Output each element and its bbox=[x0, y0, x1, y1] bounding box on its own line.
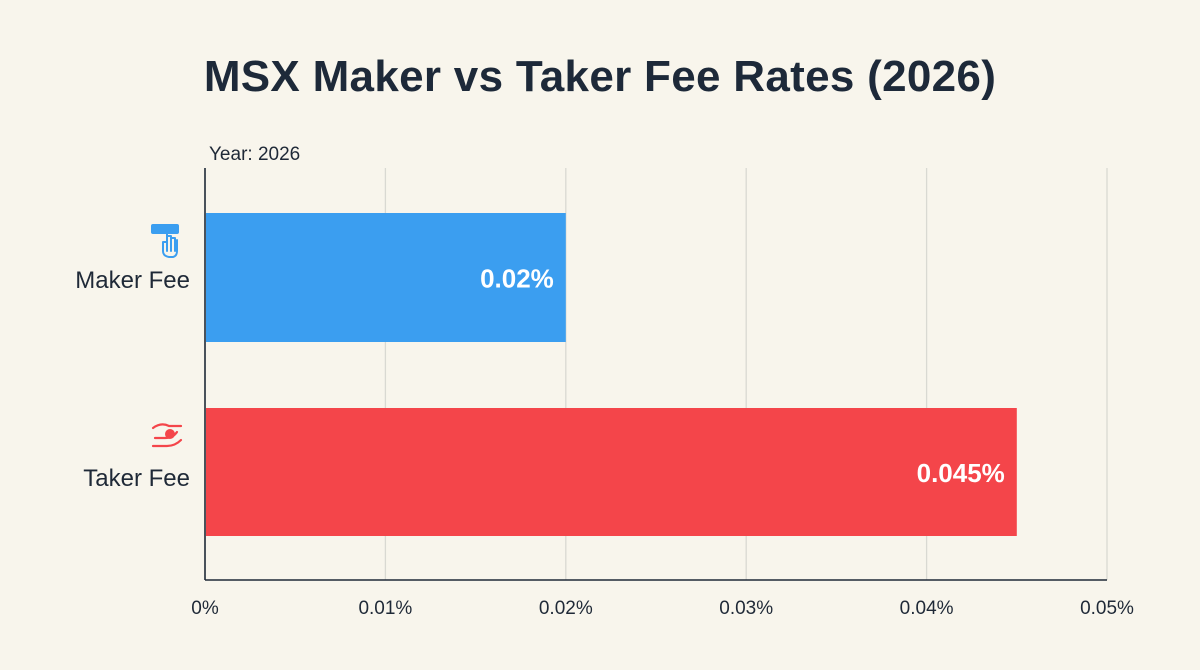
chart-title: MSX Maker vs Taker Fee Rates (2026) bbox=[203, 52, 997, 101]
axes bbox=[204, 168, 1107, 581]
x-axis-ticks: 0% 0.01% 0.02% 0.03% 0.04% 0.05% bbox=[191, 598, 1134, 619]
bar-taker-fee bbox=[206, 408, 1017, 536]
category-labels: Maker Fee Taker Fee bbox=[75, 267, 190, 492]
category-label-taker-fee: Taker Fee bbox=[83, 465, 190, 492]
x-tick-label: 0.05% bbox=[1080, 598, 1134, 619]
chart-subtitle: Year: 2026 bbox=[209, 144, 300, 165]
x-tick-label: 0.01% bbox=[358, 598, 412, 619]
x-tick-label: 0% bbox=[191, 598, 219, 619]
category-label-maker-fee: Maker Fee bbox=[75, 267, 190, 294]
bars: 0.02% 0.045% bbox=[206, 213, 1017, 536]
hand-pointer-icon bbox=[151, 224, 179, 258]
handshake-icon bbox=[151, 423, 183, 448]
x-tick-label: 0.03% bbox=[719, 598, 773, 619]
x-tick-label: 0.02% bbox=[539, 598, 593, 619]
x-tick-label: 0.04% bbox=[900, 598, 954, 619]
bar-maker-fee bbox=[206, 213, 566, 342]
bar-value-label: 0.045% bbox=[917, 458, 1005, 488]
category-icons bbox=[151, 224, 183, 448]
bar-value-label: 0.02% bbox=[480, 264, 554, 294]
